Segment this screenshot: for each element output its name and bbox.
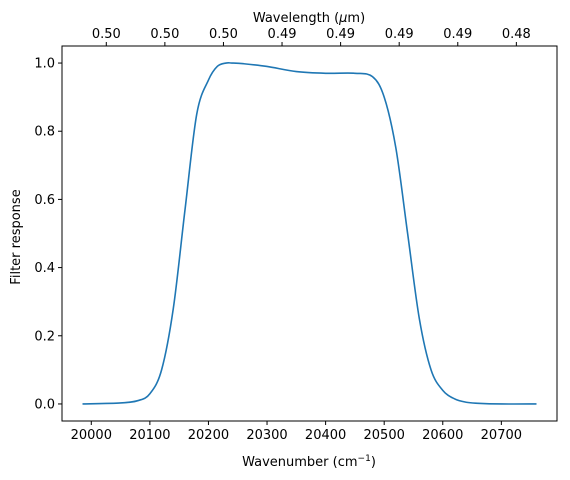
series-layer <box>82 61 537 405</box>
top-tick-label: 0.48 <box>502 27 531 42</box>
x-axis-label-main: Wavenumber (cm <box>242 455 357 470</box>
y-tick-label: 1.0 <box>34 57 55 72</box>
top-tick-label: 0.50 <box>92 27 121 42</box>
top-tick-label: 0.49 <box>385 27 414 42</box>
y-tick-label: 0.4 <box>34 261 55 276</box>
top-axis-label-post: m) <box>347 11 365 26</box>
top-tick-label: 0.49 <box>326 27 355 42</box>
top-axis-label-mu: μ <box>338 11 347 26</box>
y-axis-label: Filter response <box>9 189 24 284</box>
top-tick-label: 0.50 <box>150 27 179 42</box>
filter-response-line <box>82 61 537 405</box>
ticks-layer: 20000 20100 20200 20300 20400 20500 20600 20700… <box>34 27 531 443</box>
y-tick-label: 0.2 <box>34 329 55 344</box>
top-axis-label-pre: Wavelength ( <box>253 11 339 26</box>
x-tick-label: 20500 <box>364 428 405 443</box>
top-tick-label: 0.49 <box>443 27 472 42</box>
x-tick-label: 20200 <box>188 428 229 443</box>
top-axis-label: Wavelength (μm) <box>253 11 365 26</box>
y-tick-label: 0.6 <box>34 193 55 208</box>
y-tick-label: 0.8 <box>34 125 55 140</box>
x-axis-label-tail: ) <box>371 455 376 470</box>
plot-frame <box>61 45 558 422</box>
x-tick-label: 20700 <box>481 428 522 443</box>
x-tick-label: 20000 <box>71 428 112 443</box>
top-tick-label: 0.50 <box>209 27 238 42</box>
x-tick-label: 20100 <box>129 428 170 443</box>
x-axis-label-exponent: −1 <box>358 454 371 464</box>
y-tick-label: 0.0 <box>34 397 55 412</box>
x-tick-label: 20400 <box>305 428 346 443</box>
x-tick-label: 20300 <box>246 428 287 443</box>
x-tick-label: 20600 <box>422 428 463 443</box>
x-axis-label: Wavenumber (cm−1) <box>242 454 376 470</box>
top-tick-label: 0.49 <box>268 27 297 42</box>
